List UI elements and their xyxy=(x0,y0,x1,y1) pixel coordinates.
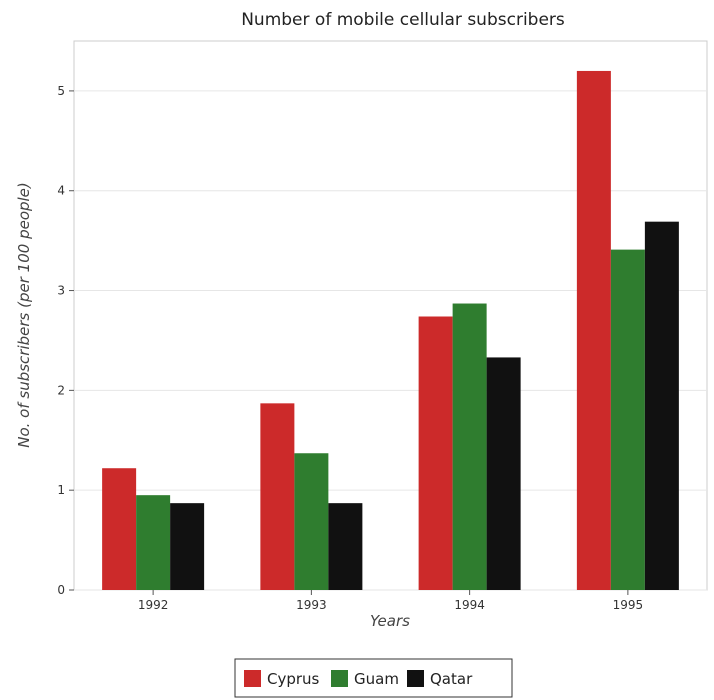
legend-swatch-cyprus xyxy=(244,670,261,687)
legend-box xyxy=(234,658,513,698)
bar-cyprus-1992 xyxy=(102,468,137,590)
bar-qatar-1994 xyxy=(486,357,521,590)
chart-title: Number of mobile cellular subscribers xyxy=(241,10,565,30)
y-tick-label: 5 xyxy=(57,84,65,98)
y-axis-ticks: 0 1 2 3 4 5 xyxy=(57,84,74,597)
legend-label-qatar: Qatar xyxy=(430,670,473,688)
y-tick-label: 0 xyxy=(57,583,65,597)
bar-guam-1992 xyxy=(136,495,171,590)
x-axis-ticks: 1992 1993 1994 1995 xyxy=(138,590,643,612)
y-tick-label: 1 xyxy=(57,483,65,497)
y-axis-label: No. of subscribers (per 100 people) xyxy=(15,182,33,448)
bar-cyprus-1994 xyxy=(418,316,453,590)
x-axis-label: Years xyxy=(370,612,410,630)
x-tick-label: 1995 xyxy=(613,598,644,612)
bar-cyprus-1993 xyxy=(260,403,295,590)
legend-swatch-qatar xyxy=(407,670,424,687)
bar-guam-1994 xyxy=(452,303,487,590)
x-tick-label: 1992 xyxy=(138,598,169,612)
bars xyxy=(102,70,679,591)
y-tick-label: 2 xyxy=(57,383,65,397)
bar-qatar-1992 xyxy=(170,503,205,590)
bar-guam-1993 xyxy=(294,453,329,590)
legend: Cyprus Guam Qatar xyxy=(234,658,513,698)
y-tick-label: 3 xyxy=(57,284,65,298)
legend-label-guam: Guam xyxy=(354,670,399,688)
legend-label-cyprus: Cyprus xyxy=(267,670,320,688)
y-tick-label: 4 xyxy=(57,184,65,198)
x-tick-label: 1994 xyxy=(454,598,485,612)
bar-guam-1995 xyxy=(610,249,645,590)
x-tick-label: 1993 xyxy=(296,598,327,612)
bar-qatar-1993 xyxy=(328,503,363,590)
bar-qatar-1995 xyxy=(644,221,679,591)
bar-cyprus-1995 xyxy=(576,70,611,591)
legend-swatch-guam xyxy=(331,670,348,687)
